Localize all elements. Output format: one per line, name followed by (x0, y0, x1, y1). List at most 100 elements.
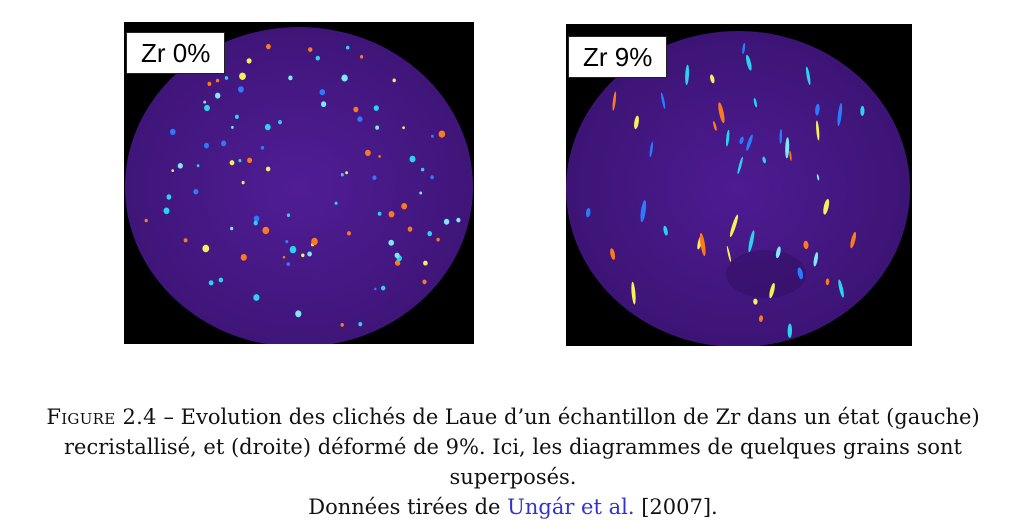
diffraction-spot (347, 231, 351, 236)
diffraction-spot (456, 217, 461, 223)
panel-label-zr0: Zr 0% (126, 32, 226, 74)
diffraction-spot (838, 279, 844, 298)
caption-text-1: Evolution des clichés de Laue d’un échan… (180, 405, 980, 429)
diffraction-spot (742, 42, 746, 55)
diffraction-spot (813, 252, 819, 267)
laue-disc-zr0 (125, 27, 473, 344)
diffraction-spot (713, 121, 717, 131)
diffraction-spot (850, 231, 857, 249)
diffraction-spot (360, 55, 364, 59)
figure-number: Figure 2.4 (46, 405, 157, 429)
diffraction-spot (218, 277, 224, 283)
citation-year: [2007] (641, 495, 712, 519)
diffraction-spot (585, 208, 591, 218)
diffraction-spot (745, 54, 752, 71)
diffraction-spot (253, 215, 260, 222)
dark-region (726, 250, 806, 298)
diffraction-spot (803, 240, 809, 250)
laue-pattern-zr0: Zr 0% (124, 22, 474, 344)
diffraction-spot (718, 102, 725, 124)
caption-dash: – (156, 405, 181, 429)
diffraction-spot (401, 203, 408, 210)
diffraction-spot (321, 101, 327, 108)
diffraction-spot (762, 156, 766, 164)
diffraction-spot (769, 283, 775, 299)
diffraction-spot (775, 246, 781, 259)
detector-disc (566, 31, 910, 346)
diffraction-spot (378, 155, 381, 158)
figure-caption: Figure 2.4 – Evolution des clichés de La… (0, 402, 1026, 522)
caption-period: . (711, 495, 718, 519)
diffraction-spot (726, 245, 731, 262)
diffraction-spot (286, 213, 291, 217)
diffraction-spot (631, 281, 636, 305)
diffraction-spot (144, 218, 148, 223)
diffraction-spot (238, 159, 242, 163)
diffraction-spot (163, 207, 170, 215)
diffraction-spot (663, 225, 668, 236)
diffraction-spot (739, 136, 744, 145)
diffraction-spot (737, 156, 743, 175)
diffraction-spot (307, 251, 312, 257)
diffraction-spot (407, 226, 413, 232)
diffraction-spot (746, 134, 753, 151)
laue-disc-zr9 (566, 31, 910, 346)
diffraction-spot (315, 55, 320, 61)
diffraction-spot (278, 120, 282, 125)
diffraction-spot (265, 166, 271, 172)
diffraction-spot (660, 92, 666, 109)
diffraction-spot (634, 115, 639, 130)
diffraction-spot (357, 116, 363, 122)
diffraction-spot (266, 43, 271, 50)
diffraction-spot (612, 91, 617, 111)
diffraction-spot (388, 211, 395, 218)
diffraction-spot (308, 47, 313, 52)
diffraction-spot (837, 102, 843, 127)
diffraction-spot (264, 123, 271, 131)
diffraction-spot (753, 98, 758, 108)
diffraction-spot (797, 267, 804, 280)
diffraction-spot (431, 134, 434, 138)
diffraction-spot (295, 310, 302, 318)
diffraction-spot (427, 231, 433, 237)
diffraction-spot (240, 254, 247, 261)
diffraction-spot (171, 169, 174, 173)
diffraction-spot (430, 175, 434, 180)
diffraction-spot (402, 126, 405, 130)
caption-source-prefix: Données tirées de (308, 495, 508, 519)
diffraction-spot (183, 238, 188, 243)
diffraction-spot (177, 163, 183, 169)
panel-label-zr9: Zr 9% (568, 36, 668, 78)
diffraction-spot (787, 323, 793, 338)
diffraction-spot (825, 278, 830, 286)
diffraction-spot (823, 198, 830, 215)
diffraction-spot (388, 239, 395, 246)
diffraction-spot (229, 160, 235, 166)
detector-disc (125, 27, 473, 344)
diffraction-spot (353, 106, 359, 113)
diffraction-spot (230, 226, 234, 231)
diffraction-spot (340, 323, 344, 327)
diffraction-spot (208, 280, 214, 286)
diffraction-spot (789, 150, 792, 161)
diffraction-spot (816, 120, 820, 141)
diffraction-spot (758, 315, 764, 322)
diffraction-spot (779, 128, 783, 144)
diffraction-spot (238, 86, 244, 93)
diffraction-spot (394, 252, 400, 258)
diffraction-spot (234, 114, 239, 120)
diffraction-spot (377, 211, 382, 216)
caption-line-3: Données tirées de Ungár et al. [2007]. (0, 492, 1026, 522)
diffraction-spot (699, 232, 706, 256)
diffraction-spot (196, 164, 200, 168)
diffraction-spot (260, 145, 265, 150)
diffraction-spot (394, 260, 401, 266)
diffraction-spot (334, 201, 338, 205)
diffraction-spot (815, 103, 820, 116)
diffraction-spot (340, 173, 344, 177)
diffraction-spot (753, 298, 758, 305)
diffraction-spot (409, 155, 416, 163)
diffraction-spot (729, 214, 739, 238)
citation-author-link[interactable]: Ungár et al. (507, 495, 635, 519)
diffraction-spot (231, 125, 234, 129)
